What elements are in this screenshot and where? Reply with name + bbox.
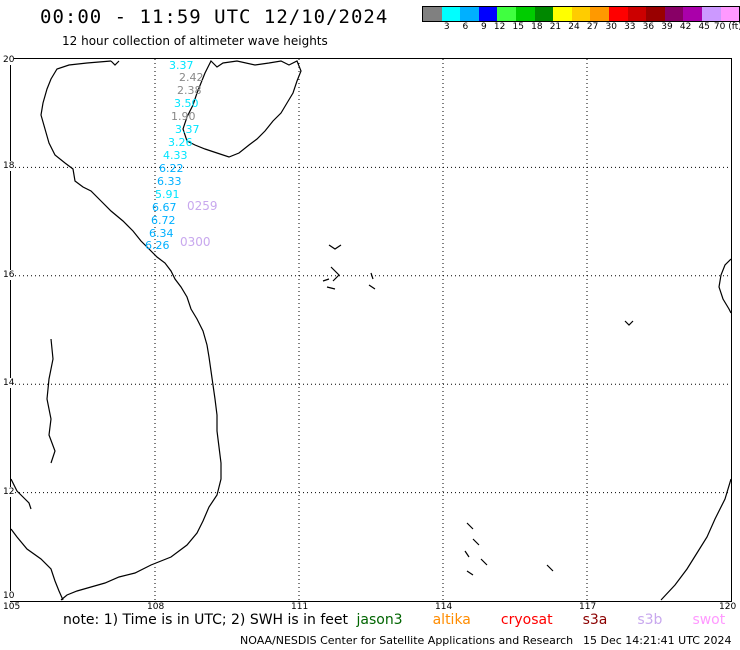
color-scale-label: 42 xyxy=(679,22,692,32)
color-swatch-2 xyxy=(460,7,479,21)
footer-note: note: 1) Time is in UTC; 2) SWH is in fe… xyxy=(63,612,349,628)
longitude-label: 120 xyxy=(719,602,737,612)
longitude-label: 117 xyxy=(579,602,597,612)
spratly-islands xyxy=(464,522,554,576)
longitude-label: 114 xyxy=(435,602,453,612)
swh-value: 3.26 xyxy=(168,136,193,149)
swh-value: 6.22 xyxy=(159,162,184,175)
satellite-legend-item: swot xyxy=(692,612,726,628)
satellite-legend-item: altika xyxy=(432,612,471,628)
latitude-label: 16 xyxy=(3,269,15,280)
color-scale-label: 39 xyxy=(661,22,673,32)
satellite-legend-item: cryosat xyxy=(500,612,553,628)
color-swatch-9 xyxy=(590,7,609,21)
longitude-label: 105 xyxy=(3,602,21,612)
map-title: 00:00 - 11:59 UTC 12/10/2024 xyxy=(40,6,389,28)
longitude-label: 111 xyxy=(291,602,309,612)
color-swatch-12 xyxy=(646,7,665,21)
map-canvas xyxy=(11,59,731,601)
color-scale-label: 3 xyxy=(443,22,450,32)
color-scale-label: 30 xyxy=(605,22,617,32)
swh-value: 2.42 xyxy=(179,71,204,84)
color-scale-label: 21 xyxy=(549,22,562,32)
satellite-legend-item: s3a xyxy=(582,612,608,628)
color-swatch-4 xyxy=(497,7,516,21)
color-scale-label: 9 xyxy=(481,22,487,32)
swh-value: 5.91 xyxy=(155,188,180,201)
swh-value: 6.72 xyxy=(151,214,176,227)
swh-value: 6.26 xyxy=(145,239,170,252)
vietnam-coastline xyxy=(40,60,222,601)
color-swatch-3 xyxy=(478,7,498,21)
pass-time-label: 0300 xyxy=(180,235,211,249)
luzon-coastline xyxy=(718,258,731,314)
longitude-label: 108 xyxy=(147,602,165,612)
satellite-legend-item: jason3 xyxy=(356,612,403,628)
palawan-coastline xyxy=(660,478,731,601)
swh-color-scale xyxy=(422,6,740,22)
color-scale-label: 24 xyxy=(568,22,580,32)
latitude-label: 18 xyxy=(3,161,15,172)
paracel-islands xyxy=(322,244,376,290)
latitude-label: 12 xyxy=(3,486,15,497)
small-island-east xyxy=(624,320,634,326)
color-swatch-6 xyxy=(534,7,554,21)
footer-legend: note: 1) Time is in UTC; 2) SWH is in fe… xyxy=(63,612,725,628)
swh-value: 4.33 xyxy=(163,149,188,162)
satellite-legend: jason3 altika cryosat s3a s3b swot xyxy=(352,612,725,628)
lat-lon-grid xyxy=(11,59,731,601)
color-swatch-10 xyxy=(608,7,628,21)
color-swatch-11 xyxy=(627,7,647,21)
gulf-tonkin-coast xyxy=(110,60,120,66)
color-swatch-7 xyxy=(553,7,572,21)
credit-line: NOAA/NESDIS Center for Satellite Applica… xyxy=(240,634,574,647)
map-subtitle: 12 hour collection of altimeter wave hei… xyxy=(62,34,328,48)
swh-value: 6.34 xyxy=(149,227,174,240)
generation-timestamp: 15 Dec 14:21:41 UTC 2024 xyxy=(583,634,732,647)
color-swatch-8 xyxy=(571,7,591,21)
swh-value: 3.37 xyxy=(175,123,200,136)
swh-value: 3.37 xyxy=(169,59,194,72)
altimeter-map[interactable]: 20 18 16 14 12 10 105 108 111 114 117 120 3.37 2.42… xyxy=(3,55,736,612)
inland-lake xyxy=(46,338,56,464)
color-scale-label: 12 xyxy=(493,22,506,32)
color-swatch-0 xyxy=(423,7,442,21)
color-scale-label: 15 xyxy=(512,22,524,32)
color-scale-label: 27 xyxy=(586,22,599,32)
swh-value: 3.50 xyxy=(174,97,199,110)
cambodia-coast xyxy=(11,478,64,601)
color-scale-label: 70 (ft) xyxy=(713,22,740,32)
swh-value: 2.38 xyxy=(177,84,202,97)
pass-time-label: 0259 xyxy=(187,199,218,213)
color-swatch-13 xyxy=(664,7,684,21)
color-swatch-1 xyxy=(441,7,461,21)
color-scale-label: 33 xyxy=(624,22,636,32)
color-scale-label: 45 xyxy=(698,22,710,32)
color-scale-label: 18 xyxy=(531,22,543,32)
swh-color-scale-labels: 3 6 9 12 15 18 21 24 27 30 33 36 39 42 45 70 (ft) xyxy=(422,22,740,32)
hainan-coastline xyxy=(182,59,302,158)
latitude-label: 10 xyxy=(3,591,15,601)
swh-value: 1.90 xyxy=(171,110,196,123)
color-swatch-16 xyxy=(720,7,740,21)
latitude-label: 14 xyxy=(3,378,15,389)
color-swatch-14 xyxy=(683,7,702,21)
color-swatch-15 xyxy=(701,7,721,21)
swh-value: 6.33 xyxy=(157,175,182,188)
color-scale-label: 6 xyxy=(462,22,469,32)
color-scale-label: 36 xyxy=(642,22,655,32)
swh-value: 6.67 xyxy=(152,201,177,214)
latitude-label: 20 xyxy=(3,55,15,65)
color-swatch-5 xyxy=(515,7,535,21)
satellite-legend-item: s3b xyxy=(637,612,663,628)
